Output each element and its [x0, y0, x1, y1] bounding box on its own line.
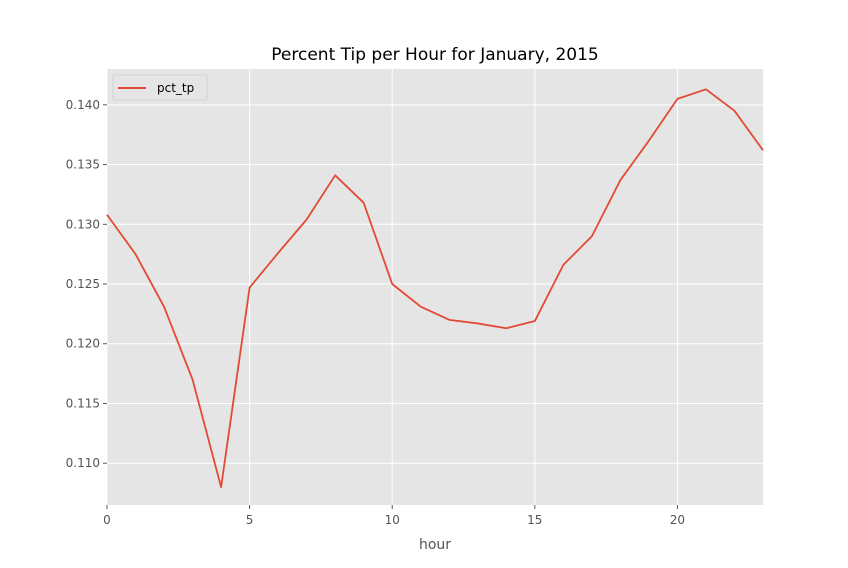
series-layer: [106, 88, 764, 488]
x-axis-label: hour: [419, 537, 451, 553]
y-tick-label: 0.120: [66, 337, 100, 351]
y-tick-label: 0.140: [66, 98, 100, 112]
legend-box: [112, 74, 208, 101]
legend: pct_tp: [112, 74, 208, 101]
y-tick-label: 0.110: [66, 456, 100, 470]
y-tick-label: 0.130: [66, 217, 100, 231]
series-line-pct-tp: [106, 88, 764, 488]
x-tick-label: 10: [385, 513, 400, 527]
x-tick-label: 15: [527, 513, 542, 527]
y-tick-label: 0.115: [66, 396, 100, 410]
x-tick-label: 5: [246, 513, 254, 527]
x-tick-label: 0: [103, 513, 111, 527]
legend-label-pct-tp: pct_tp: [157, 81, 194, 95]
x-tick-label: 20: [670, 513, 685, 527]
y-tick-label: 0.135: [66, 158, 100, 172]
grid: [106, 69, 763, 505]
plot-background: [107, 69, 763, 505]
chart-title: Percent Tip per Hour for January, 2015: [271, 45, 598, 65]
y-tick-label: 0.125: [66, 277, 100, 291]
ticks: 0 5 10 15 20 0.110 0.115 0.120 0.125 0.130 0.135 0.…: [66, 98, 685, 527]
